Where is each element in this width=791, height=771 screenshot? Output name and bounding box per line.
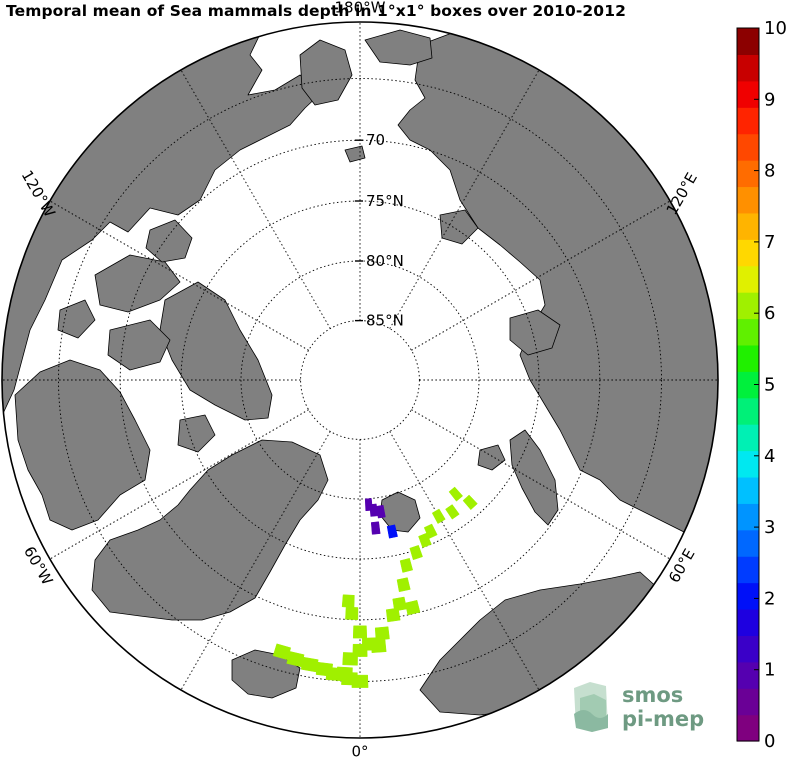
longitude-label: 120°W <box>18 167 59 220</box>
logo-graphic <box>574 682 608 732</box>
observation-box <box>409 544 423 561</box>
land-franz-josef <box>477 444 506 471</box>
latitude-label: 75°N <box>366 192 404 210</box>
observation-box <box>351 674 369 688</box>
observation-box <box>445 504 460 520</box>
latitude-label: 80°N <box>366 252 404 270</box>
observation-box <box>345 606 359 621</box>
latitude-label: 70 <box>366 131 385 149</box>
observation-box <box>352 625 368 639</box>
latitude-label: 85°N <box>366 312 404 330</box>
meridian <box>389 431 540 691</box>
observation-boxes <box>272 486 478 688</box>
latitude-labels: 70 75°N 80°N 85°N <box>355 131 404 330</box>
smos-pi-mep-logo: smos pi-mep <box>574 682 704 732</box>
logo-line1: smos <box>622 683 683 707</box>
land-siberia <box>397 29 718 561</box>
land-island-small-2 <box>177 414 216 453</box>
land-novaya-zemlya <box>509 429 559 526</box>
longitude-label: 180°W <box>335 0 386 17</box>
land-baffin-island <box>14 359 151 531</box>
land-ellesmere <box>159 281 273 421</box>
longitude-label: 120°E <box>663 170 701 218</box>
observation-box <box>462 494 478 511</box>
land-victoria-island <box>94 254 181 313</box>
land-island-small-1 <box>57 299 96 339</box>
land-alaska <box>299 39 353 106</box>
land-wrangel <box>344 145 366 163</box>
meridian <box>180 431 331 691</box>
land-iceland <box>231 649 301 699</box>
meridian <box>49 409 309 560</box>
observation-box <box>369 503 379 517</box>
observation-box <box>376 504 386 519</box>
map-title: Temporal mean of Sea mammals depth in 1°… <box>6 2 626 20</box>
land-chukotka <box>364 29 433 66</box>
meridian <box>180 69 331 329</box>
observation-box <box>448 486 464 502</box>
observation-box <box>386 524 398 539</box>
observation-box <box>423 523 438 539</box>
logo-line2: pi-mep <box>622 707 704 731</box>
observation-box <box>341 594 355 608</box>
observation-box <box>371 639 387 653</box>
map-border <box>1 21 719 739</box>
meridian <box>411 409 671 560</box>
land-new-siberian-islands <box>439 209 479 245</box>
observation-box <box>399 557 414 573</box>
meridian <box>411 200 671 351</box>
land-devon-island <box>107 319 171 371</box>
land-greenland <box>91 439 329 621</box>
observation-box <box>300 656 319 673</box>
observation-box <box>370 521 381 535</box>
meridian <box>49 200 309 351</box>
observation-box <box>392 596 407 612</box>
parallel-75 <box>180 200 540 560</box>
observation-box <box>374 626 390 641</box>
meridian <box>389 69 540 329</box>
observation-box <box>396 577 411 593</box>
observation-box <box>272 643 292 661</box>
land-severnaya-zemlya <box>509 309 561 356</box>
observation-box <box>431 508 446 524</box>
observation-box <box>286 651 305 668</box>
observation-box <box>405 600 421 616</box>
longitude-label: 0° <box>351 743 368 761</box>
